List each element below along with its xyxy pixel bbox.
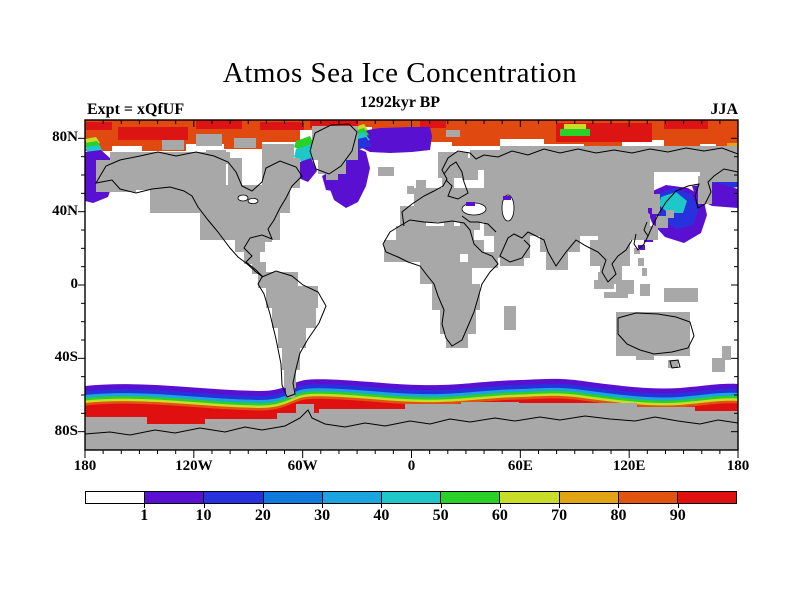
colorbar-cell xyxy=(85,491,146,504)
axis-ticks xyxy=(78,120,739,458)
colorbar-tick xyxy=(559,504,561,508)
colorbar-cell xyxy=(617,491,678,504)
colorbar-label: 10 xyxy=(195,507,212,524)
page-title: Atmos Sea Ice Concentration xyxy=(222,57,578,89)
coastlines xyxy=(85,123,738,436)
x-tick-label: 180 xyxy=(726,458,750,474)
colorbar-tick xyxy=(203,504,205,508)
x-tick-label: 120W xyxy=(175,458,213,474)
colorbar-cell xyxy=(144,491,205,504)
colorbar-cell xyxy=(499,491,560,504)
colorbar-label: 20 xyxy=(254,507,271,524)
colorbar-cell xyxy=(321,491,382,504)
colorbar-cell xyxy=(676,491,738,504)
colorbar-label: 90 xyxy=(669,507,686,524)
colorbar-tick xyxy=(499,504,501,508)
colorbar-label: 40 xyxy=(373,507,390,524)
experiment-label: Expt = xQfUF xyxy=(87,101,185,118)
colorbar-tick xyxy=(381,504,383,508)
y-tick-label: 0 xyxy=(70,276,79,292)
colorbar-label: 50 xyxy=(432,507,449,524)
colorbar-cell xyxy=(440,491,501,504)
y-tick-label: 80S xyxy=(54,422,78,439)
subtitle-date: 1292kyr BP xyxy=(359,94,441,111)
colorbar-label: 60 xyxy=(491,507,508,524)
colorbar-cell xyxy=(203,491,264,504)
y-tick-label: 80N xyxy=(52,129,78,146)
colorbar-tick xyxy=(677,504,679,508)
x-tick-label: 120E xyxy=(612,458,646,474)
inland-seas xyxy=(237,194,515,222)
x-tick-label: 0 xyxy=(407,458,416,474)
colorbar-label: 80 xyxy=(610,507,627,524)
x-tick-label: 60W xyxy=(287,458,318,474)
colorbar-tick xyxy=(144,504,146,508)
colorbar xyxy=(85,491,738,504)
colorbar-tick xyxy=(440,504,442,508)
colorbar-label: 70 xyxy=(551,507,568,524)
colorbar-label: 1 xyxy=(140,507,149,524)
colorbar-tick xyxy=(322,504,324,508)
arctic-high-ice-patches xyxy=(86,120,708,142)
x-tick-label: 60E xyxy=(507,458,533,474)
y-tick-label: 40S xyxy=(54,349,78,366)
colorbar-cell xyxy=(262,491,323,504)
colorbar-label: 30 xyxy=(314,507,331,524)
colorbar-tick xyxy=(262,504,264,508)
y-tick-label: 40N xyxy=(52,202,78,219)
colorbar-tick xyxy=(618,504,620,508)
colorbar-cell xyxy=(558,491,619,504)
season-label: JJA xyxy=(710,101,738,118)
colorbar-cell xyxy=(380,491,442,504)
x-tick-label: 180 xyxy=(73,458,97,474)
